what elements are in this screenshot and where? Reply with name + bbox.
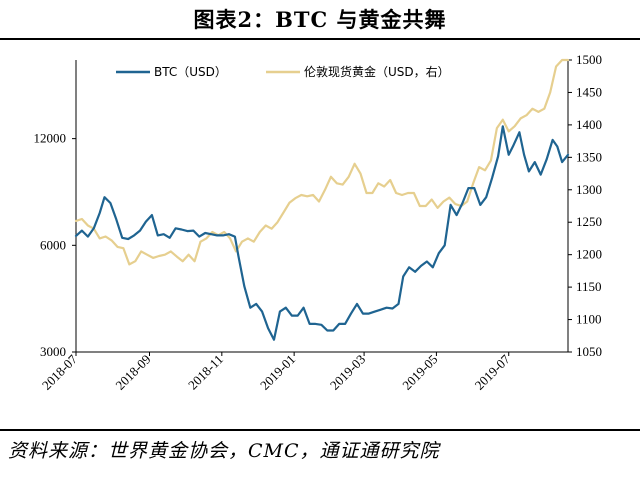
- legend-label-gold: 伦敦现货黄金（USD，右）: [304, 64, 450, 79]
- x-tick-label: 2019-01: [257, 352, 298, 393]
- y-right-tick-label: 1300: [576, 182, 602, 197]
- y-right-tick-label: 1350: [576, 149, 602, 164]
- top-rule: [0, 38, 640, 40]
- x-tick-label: 2019-03: [327, 352, 368, 393]
- y-left-tick-label: 6000: [40, 237, 66, 252]
- chart: 3000 6000 12000 1050 1100 1150 1200 1250 1300 135…: [34, 52, 603, 393]
- y-right-tick-label: 1400: [576, 117, 602, 132]
- y-right-tick-label: 1050: [576, 344, 602, 359]
- x-tick-label: 2019-05: [399, 352, 440, 393]
- legend-label-btc: BTC（USD）: [154, 65, 227, 79]
- x-tick-label: 2018-09: [112, 352, 153, 393]
- y-right-tick-label: 1200: [576, 247, 602, 262]
- y-left-tick-label: 3000: [40, 344, 66, 359]
- btc-line: [74, 125, 570, 341]
- y-right-tick-label: 1450: [576, 84, 602, 99]
- y-left-tick-label: 12000: [34, 131, 67, 146]
- y-right-tick-label: 1250: [576, 214, 602, 229]
- source-note: 资料来源：世界黄金协会，CMC，通证通研究院: [8, 440, 440, 462]
- gold-line: [74, 58, 570, 266]
- x-tick-label: 2019-07: [472, 351, 514, 393]
- y-right-tick-label: 1100: [576, 312, 602, 327]
- x-tick-label: 2018-11: [185, 352, 226, 393]
- axes-layer: 3000 6000 12000 1050 1100 1150 1200 1250 1300 135…: [34, 52, 603, 393]
- bottom-rule: [0, 429, 640, 431]
- series-layer: [74, 58, 570, 341]
- y-right-tick-label: 1150: [576, 279, 602, 294]
- legend: BTC（USD） 伦敦现货黄金（USD，右）: [116, 64, 450, 79]
- chart-title: 图表2：BTC 与黄金共舞: [193, 7, 447, 32]
- y-right-tick-label: 1500: [576, 52, 602, 67]
